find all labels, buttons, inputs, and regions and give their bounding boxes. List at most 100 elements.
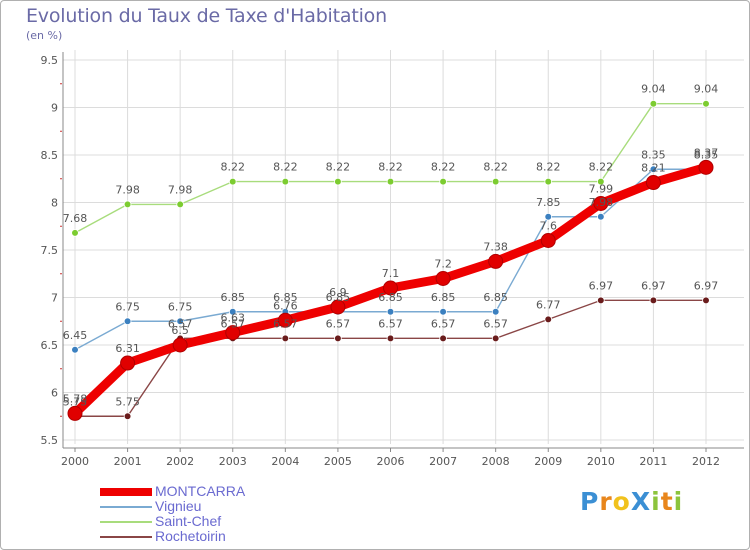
data-label: 7.1 — [382, 267, 400, 280]
data-point — [544, 177, 553, 186]
y-tick-label: 8.5 — [41, 149, 59, 162]
data-label: 8.22 — [221, 161, 246, 174]
legend-item-montcarra: MONTCARRA — [100, 483, 400, 500]
legend-item-vignieu: Vignieu — [100, 498, 400, 515]
logo-letter: P — [580, 487, 600, 516]
data-label: 8.35 — [694, 148, 719, 161]
data-point — [645, 175, 661, 191]
data-label: 6.85 — [431, 291, 456, 304]
data-point — [67, 405, 83, 421]
y-axis-unit-label: (en %) — [26, 29, 63, 42]
y-tick-label: 7.5 — [41, 244, 59, 257]
data-label: 6.45 — [63, 329, 88, 342]
legend-swatch — [100, 521, 152, 523]
data-point — [593, 195, 609, 211]
data-point — [702, 296, 710, 305]
proxiti-logo: ProXiti — [580, 487, 690, 527]
data-point — [544, 315, 553, 324]
data-label: 8.37 — [694, 146, 719, 159]
data-point — [330, 299, 346, 315]
data-label: 8.35 — [641, 148, 666, 161]
grid-lines — [63, 50, 744, 444]
x-tick-label: 2006 — [377, 455, 405, 468]
data-point — [71, 345, 79, 354]
data-label: 6.97 — [589, 279, 614, 292]
data-point — [172, 337, 188, 353]
data-point — [123, 200, 132, 209]
logo-letter: i — [673, 487, 684, 516]
data-point — [439, 334, 447, 343]
legend-swatch — [100, 506, 152, 508]
data-point — [123, 317, 132, 326]
data-label: 8.22 — [378, 161, 403, 174]
x-tick-label: 2000 — [61, 455, 89, 468]
data-label: 8.22 — [273, 161, 298, 174]
legend-item-saint-chef: Saint-Chef — [100, 513, 400, 530]
data-label: 6.5 — [171, 324, 189, 337]
data-label: 6.85 — [378, 291, 403, 304]
data-point — [491, 334, 500, 343]
data-point — [225, 325, 241, 341]
data-point — [71, 229, 79, 237]
chart-title: Evolution du Taux de Taxe d'Habitation — [26, 5, 387, 27]
data-point — [120, 355, 136, 371]
data-point — [439, 307, 447, 316]
legend-label: Saint-Chef — [155, 513, 222, 529]
data-label: 7.98 — [168, 183, 193, 196]
y-tick-label: 9.5 — [41, 54, 59, 67]
data-label: 6.57 — [221, 317, 246, 330]
data-label: 6.75 — [168, 300, 193, 313]
x-tick-label: 2003 — [219, 455, 247, 468]
data-label: 6.85 — [273, 291, 298, 304]
data-label: 6.63 — [221, 312, 246, 325]
data-label: 7.99 — [589, 182, 614, 195]
data-label: 6.97 — [641, 279, 666, 292]
data-point — [597, 296, 605, 305]
data-label: 7.85 — [536, 196, 561, 209]
data-point — [439, 177, 447, 186]
x-tick-label: 2007 — [429, 455, 457, 468]
data-label: 8.21 — [641, 162, 666, 175]
legend-swatch — [100, 536, 152, 538]
data-label: 8.22 — [536, 161, 561, 174]
x-tick-label: 2011 — [639, 455, 667, 468]
data-label: 6.57 — [378, 317, 403, 330]
data-point — [334, 177, 342, 186]
data-point — [386, 307, 395, 316]
data-point — [123, 412, 132, 421]
data-label: 6.75 — [115, 300, 140, 313]
y-tick-label: 5.5 — [41, 434, 59, 447]
data-label: 5.78 — [63, 392, 88, 405]
logo-letter: t — [660, 487, 674, 516]
data-point — [649, 165, 658, 174]
data-label: 5.75 — [63, 395, 88, 408]
data-point — [597, 177, 605, 186]
data-label: 6.76 — [273, 299, 298, 312]
x-tick-label: 2012 — [692, 455, 720, 468]
legend-label: Vignieu — [155, 498, 202, 514]
data-label: 7.98 — [589, 196, 614, 209]
data-point — [544, 212, 553, 221]
data-label: 6.9 — [329, 286, 347, 299]
data-point — [540, 233, 556, 248]
data-point — [649, 99, 658, 108]
data-label: 6.57 — [431, 317, 456, 330]
data-point — [228, 177, 237, 186]
x-tick-label: 2001 — [114, 455, 142, 468]
data-label: 7.38 — [483, 240, 508, 253]
data-label: 8.22 — [483, 161, 508, 174]
logo-letter: i — [651, 487, 661, 516]
data-label: 7.6 — [540, 220, 558, 233]
logo-letter: X — [630, 487, 652, 516]
y-tick-label: 6 — [51, 387, 58, 400]
logo-letter: o — [612, 487, 631, 516]
data-point — [176, 200, 184, 209]
data-label: 6.57 — [168, 317, 193, 330]
y-tick-label: 9 — [51, 102, 58, 115]
legend-swatch — [100, 488, 152, 496]
data-point — [491, 177, 500, 186]
series-lines — [67, 99, 714, 421]
data-label: 8.22 — [431, 161, 456, 174]
